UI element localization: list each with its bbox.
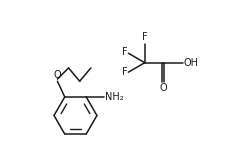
Text: O: O [160, 83, 168, 93]
Text: NH₂: NH₂ [105, 92, 124, 102]
Text: F: F [122, 67, 127, 77]
Text: OH: OH [184, 58, 198, 68]
Text: F: F [142, 32, 147, 42]
Text: O: O [54, 70, 61, 80]
Text: F: F [122, 47, 127, 57]
